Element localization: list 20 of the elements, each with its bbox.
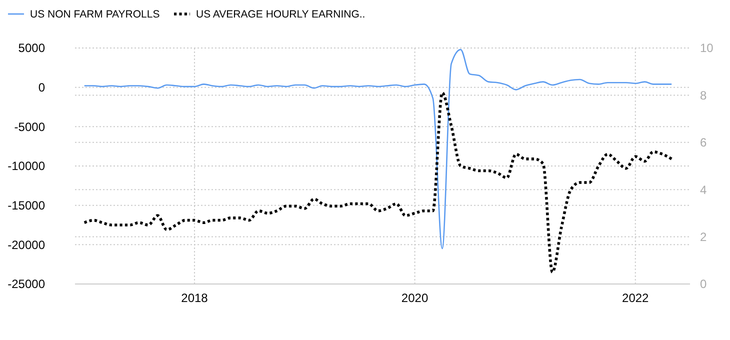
y-tick-label: 0 [38, 80, 46, 95]
y-tick-label: -10000 [8, 159, 46, 174]
line-series [84, 48, 672, 250]
x-tick-label: 2020 [401, 291, 428, 305]
x-tick-label: 2022 [622, 291, 650, 305]
y2-tick-label: 0 [700, 277, 707, 292]
y2-tick-label: 8 [700, 88, 707, 102]
y2-tick-label: 2 [700, 230, 707, 244]
y2-tick-label: 6 [700, 136, 707, 150]
y-tick-label: 5000 [18, 41, 46, 56]
x-tick-label: 2018 [181, 291, 208, 305]
y-tick-label: -15000 [8, 198, 46, 213]
y-tick-label: -20000 [8, 238, 46, 252]
line-series [82, 91, 673, 274]
legend-label: US AVERAGE HOURLY EARNING.. [196, 8, 366, 21]
y-tick-label: -5000 [14, 120, 46, 134]
y-tick-label: -25000 [8, 277, 46, 292]
legend-label: US NON FARM PAYROLLS [30, 8, 160, 21]
y2-tick-label: 10 [700, 41, 714, 56]
y2-tick-label: 4 [700, 182, 707, 197]
